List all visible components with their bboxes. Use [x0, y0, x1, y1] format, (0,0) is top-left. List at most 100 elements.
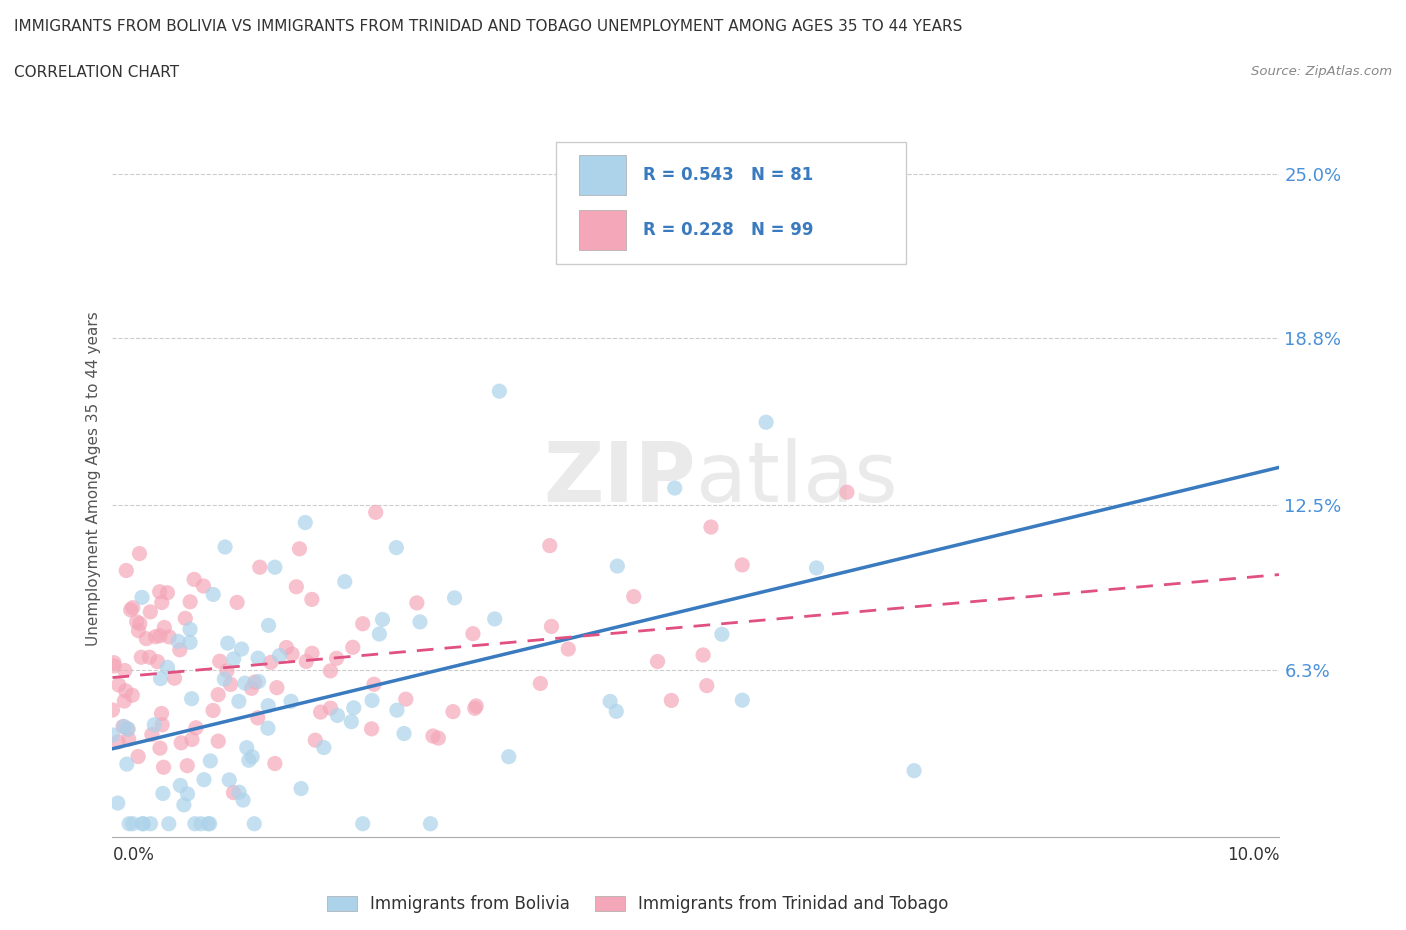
Point — [228, 785, 250, 800]
Point — [145, 630, 167, 644]
Point — [118, 732, 141, 747]
Point — [461, 626, 484, 641]
Point — [343, 700, 366, 715]
Point — [731, 557, 754, 572]
Text: IMMIGRANTS FROM BOLIVIA VS IMMIGRANTS FROM TRINIDAD AND TOBAGO UNEMPLOYMENT AMON: IMMIGRANTS FROM BOLIVIA VS IMMIGRANTS FR… — [14, 19, 963, 33]
Point — [557, 642, 579, 657]
Point — [214, 671, 236, 686]
FancyBboxPatch shape — [579, 155, 626, 194]
Text: atlas: atlas — [696, 438, 897, 520]
Point — [464, 701, 486, 716]
Point — [141, 727, 163, 742]
Point — [295, 654, 318, 669]
Point — [103, 656, 125, 671]
Point — [247, 651, 270, 666]
Point — [169, 643, 191, 658]
Point — [240, 750, 263, 764]
Point — [117, 722, 139, 737]
Point — [117, 722, 139, 737]
Point — [368, 627, 391, 642]
Point — [903, 764, 925, 778]
Point — [131, 817, 153, 831]
Point — [352, 817, 374, 831]
Point — [288, 541, 311, 556]
Point — [163, 671, 186, 685]
Point — [441, 704, 464, 719]
Point — [121, 688, 143, 703]
Point — [280, 694, 302, 709]
Point — [103, 658, 125, 673]
Point — [218, 773, 240, 788]
Point — [266, 680, 288, 695]
Point — [419, 817, 441, 831]
Point — [260, 655, 283, 670]
Point — [115, 563, 138, 578]
Legend: Immigrants from Bolivia, Immigrants from Trinidad and Tobago: Immigrants from Bolivia, Immigrants from… — [326, 896, 949, 913]
Point — [443, 591, 465, 605]
Point — [156, 660, 179, 675]
Point — [114, 663, 136, 678]
Point — [193, 772, 215, 787]
Point — [226, 595, 249, 610]
Point — [385, 540, 408, 555]
Point — [427, 731, 450, 746]
Point — [755, 415, 778, 430]
Point — [326, 708, 349, 723]
Point — [198, 817, 221, 831]
Point — [149, 740, 172, 755]
Point — [146, 654, 169, 669]
Point — [659, 693, 682, 708]
Point — [529, 676, 551, 691]
Point — [236, 740, 259, 755]
FancyBboxPatch shape — [555, 142, 905, 264]
Point — [696, 678, 718, 693]
Point — [228, 694, 250, 709]
Point — [664, 481, 686, 496]
Point — [257, 721, 280, 736]
Point — [269, 648, 291, 663]
Point — [692, 647, 714, 662]
Point — [128, 617, 150, 631]
Text: Source: ZipAtlas.com: Source: ZipAtlas.com — [1251, 65, 1392, 78]
Point — [405, 595, 427, 610]
Point — [179, 635, 201, 650]
Point — [139, 817, 162, 831]
Point — [488, 384, 510, 399]
Point — [202, 587, 225, 602]
Point — [157, 817, 180, 831]
Point — [181, 732, 204, 747]
Point — [605, 704, 627, 719]
Point — [540, 619, 562, 634]
Point — [184, 817, 207, 831]
Point — [392, 726, 415, 741]
Point — [174, 611, 197, 626]
Point — [208, 654, 231, 669]
Point — [498, 750, 520, 764]
Point — [232, 792, 254, 807]
Point — [309, 705, 332, 720]
Point — [243, 674, 266, 689]
Point — [180, 691, 202, 706]
Point — [107, 735, 129, 750]
Point — [179, 622, 201, 637]
Point — [152, 786, 174, 801]
Text: R = 0.228   N = 99: R = 0.228 N = 99 — [644, 220, 814, 239]
Point — [129, 650, 152, 665]
Point — [121, 600, 143, 615]
Point — [700, 520, 723, 535]
Point — [606, 559, 628, 574]
Point — [233, 676, 256, 691]
Point — [152, 760, 174, 775]
Point — [371, 612, 394, 627]
Point — [200, 753, 222, 768]
Point — [131, 590, 153, 604]
Point — [219, 677, 242, 692]
Point — [231, 642, 253, 657]
Point — [240, 681, 263, 696]
Y-axis label: Unemployment Among Ages 35 to 44 years: Unemployment Among Ages 35 to 44 years — [86, 312, 101, 646]
Point — [325, 651, 347, 666]
Point — [101, 702, 124, 717]
Point — [176, 787, 198, 802]
Point — [167, 634, 190, 649]
FancyBboxPatch shape — [579, 210, 626, 249]
